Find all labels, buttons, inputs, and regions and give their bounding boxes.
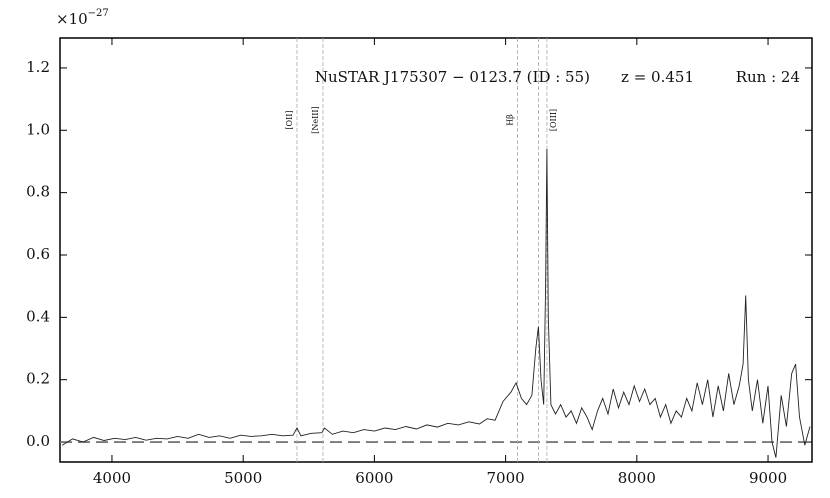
y-tick-label: 0.2 — [26, 370, 50, 388]
emission-line-label: [NeIII] — [311, 106, 320, 133]
y-tick-label: 1.0 — [26, 120, 50, 138]
y-tick-label: 0.0 — [26, 432, 50, 450]
emission-line-label: Hβ — [505, 114, 514, 126]
offset-exponent: −27 — [88, 8, 109, 19]
offset-label: ×10−27 — [56, 8, 109, 29]
spectrum-line — [61, 148, 811, 458]
x-tick-label: 7000 — [487, 469, 525, 487]
y-tick-label: 0.4 — [26, 307, 50, 325]
plot-frame — [59, 37, 813, 463]
annotation: z = 0.451 — [621, 68, 694, 86]
annotation: Run : 24 — [736, 68, 800, 86]
emission-line-label: [OIII] — [549, 109, 558, 131]
y-tick-label: 0.8 — [26, 183, 50, 201]
emission-line-label: [OII] — [285, 110, 294, 129]
annotation: NuSTAR J175307 − 0123.7 (ID : 55) — [315, 68, 590, 86]
x-tick-label: 6000 — [355, 469, 393, 487]
offset-base: ×10 — [56, 10, 88, 28]
y-tick-label: 1.2 — [26, 58, 50, 76]
x-tick-label: 4000 — [93, 469, 131, 487]
x-tick-label: 9000 — [749, 469, 787, 487]
x-tick-label: 5000 — [224, 469, 262, 487]
y-tick-label: 0.6 — [26, 245, 50, 263]
x-tick-label: 8000 — [618, 469, 656, 487]
